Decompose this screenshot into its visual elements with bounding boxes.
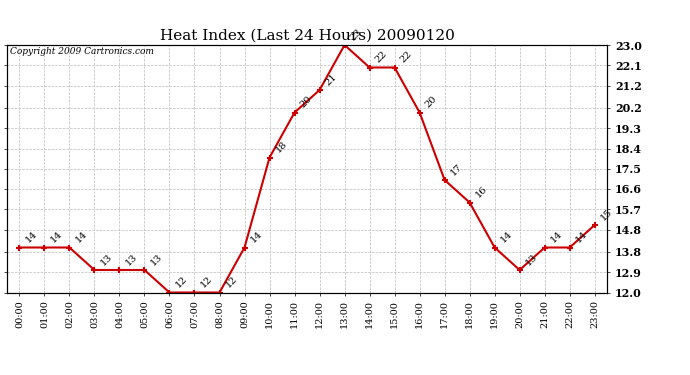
Text: 18: 18 xyxy=(274,140,289,155)
Text: 22: 22 xyxy=(374,50,389,65)
Text: 22: 22 xyxy=(399,50,414,65)
Text: 20: 20 xyxy=(424,94,439,110)
Text: 14: 14 xyxy=(549,230,564,245)
Title: Heat Index (Last 24 Hours) 20090120: Heat Index (Last 24 Hours) 20090120 xyxy=(159,28,455,42)
Text: 17: 17 xyxy=(448,162,464,177)
Text: 12: 12 xyxy=(224,274,239,290)
Text: 13: 13 xyxy=(148,252,164,267)
Text: 13: 13 xyxy=(524,252,539,267)
Text: Copyright 2009 Cartronics.com: Copyright 2009 Cartronics.com xyxy=(10,48,154,57)
Text: 15: 15 xyxy=(599,207,614,222)
Text: 14: 14 xyxy=(23,230,39,245)
Text: 14: 14 xyxy=(574,230,589,245)
Text: 12: 12 xyxy=(174,274,189,290)
Text: 13: 13 xyxy=(99,252,114,267)
Text: 16: 16 xyxy=(474,184,489,200)
Text: 14: 14 xyxy=(248,230,264,245)
Text: 23: 23 xyxy=(348,27,364,42)
Text: 20: 20 xyxy=(299,94,314,110)
Text: 14: 14 xyxy=(499,230,514,245)
Text: 12: 12 xyxy=(199,274,214,290)
Text: 14: 14 xyxy=(48,230,63,245)
Text: 13: 13 xyxy=(124,252,139,267)
Text: 21: 21 xyxy=(324,72,339,87)
Text: 14: 14 xyxy=(74,230,89,245)
